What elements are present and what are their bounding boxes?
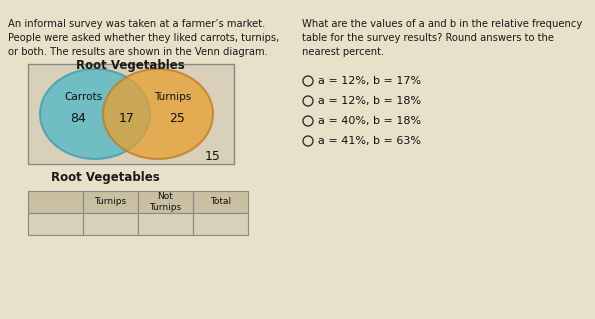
Text: 15: 15	[205, 150, 221, 162]
Bar	[138, 191, 193, 213]
Text: Carrots: Carrots	[64, 92, 102, 102]
Text: table for the survey results? Round answers to the: table for the survey results? Round answ…	[302, 33, 554, 43]
Bar	[138, 213, 193, 235]
Text: or both. The results are shown in the Venn diagram.: or both. The results are shown in the Ve…	[8, 47, 268, 57]
Text: 17: 17	[119, 113, 135, 125]
Text: a = 12%, b = 17%: a = 12%, b = 17%	[318, 76, 421, 86]
Text: a = 12%, b = 18%: a = 12%, b = 18%	[318, 96, 421, 106]
Ellipse shape	[103, 69, 213, 159]
Bar	[83, 213, 138, 235]
Bar	[28, 213, 83, 235]
Text: 25: 25	[169, 113, 185, 125]
Bar	[28, 64, 234, 164]
Text: 84: 84	[70, 113, 86, 125]
Bar	[193, 191, 248, 213]
Text: What are the values of a and b in the relative frequency: What are the values of a and b in the re…	[302, 19, 583, 29]
Text: Root Vegetables: Root Vegetables	[51, 171, 159, 184]
Bar	[28, 191, 83, 213]
Ellipse shape	[40, 69, 150, 159]
Text: a = 41%, b = 63%: a = 41%, b = 63%	[318, 136, 421, 146]
Text: Turnips: Turnips	[154, 92, 192, 102]
Text: People were asked whether they liked carrots, turnips,: People were asked whether they liked car…	[8, 33, 279, 43]
Text: An informal survey was taken at a farmer’s market.: An informal survey was taken at a farmer…	[8, 19, 265, 29]
Text: Turnips: Turnips	[95, 197, 127, 206]
Text: Root Vegetables: Root Vegetables	[76, 59, 184, 72]
Text: nearest percent.: nearest percent.	[302, 47, 384, 57]
Text: Total: Total	[210, 197, 231, 206]
Bar	[193, 213, 248, 235]
Text: a = 40%, b = 18%: a = 40%, b = 18%	[318, 116, 421, 126]
Text: Not
Turnips: Not Turnips	[149, 192, 181, 212]
Bar	[83, 191, 138, 213]
